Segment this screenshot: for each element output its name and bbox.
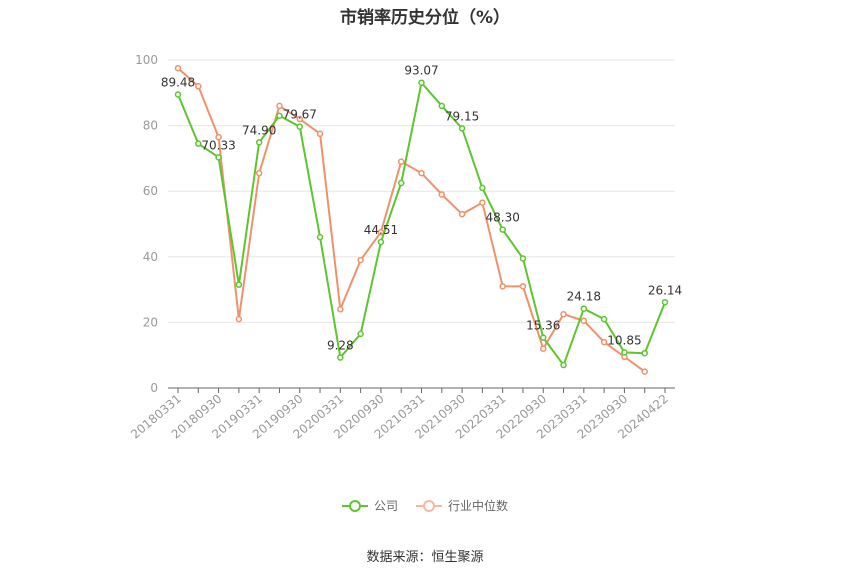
y-tick-label: 40 [143,250,158,264]
data-point-industry [479,199,486,206]
data-point-company [641,349,648,357]
data-labels: 89.48 70.33 74.90 79.67 9.28 44.51 93.07 79.15 4… [161,64,682,353]
data-point-company [174,91,182,98]
data-point-industry [195,82,202,90]
legend: 公司 行业中位数 [0,497,850,514]
data-point-industry [641,368,648,375]
data-label-company: 15.36 [526,319,560,333]
data-point-company [479,184,486,192]
data-point-industry [418,169,425,177]
data-point-company [458,125,466,132]
y-tick-label: 20 [143,315,158,329]
axes: 0204060801002018033120180930201903312019… [128,53,675,442]
data-point-industry [276,102,283,110]
data-point-company [337,354,344,361]
data-point-company [195,140,202,147]
data-point-company [397,179,405,187]
data-point-industry [560,310,567,318]
source-note: 数据来源：恒生聚源 [366,550,484,565]
data-point-industry [600,338,608,346]
legend-item-industry[interactable]: 行业中位数 [416,497,508,514]
data-point-company [215,154,222,161]
legend-label-company: 公司 [373,499,398,513]
data-label-company: 9.28 [327,339,354,353]
data-point-industry [458,210,466,218]
legend-industry-marker-icon [416,499,442,512]
data-point-company [600,315,608,323]
data-point-company [519,255,527,262]
data-point-industry [337,306,344,313]
data-point-company [418,79,425,86]
legend-company-marker-icon [341,499,368,512]
data-point-industry [215,133,222,141]
data-point-industry [519,283,527,290]
data-label-company: 79.15 [445,109,479,123]
series-line-industry [177,67,646,373]
data-point-company [661,299,669,306]
data-point-industry [540,345,547,352]
data-label-company: 74.90 [242,123,276,137]
data-point-company [316,233,324,241]
data-point-industry [174,64,182,72]
y-tick-label: 100 [135,53,158,67]
data-point-company [296,123,303,130]
data-point-company [438,102,446,110]
data-label-company: 10.85 [607,333,641,347]
chart-title: 市销率历史分位（%） [339,8,511,28]
y-tick-label: 60 [143,184,158,198]
data-label-company: 24.18 [567,290,601,304]
data-point-company [621,349,628,356]
data-point-company [276,112,283,120]
data-point-industry [397,158,405,165]
y-tick-label: 0 [150,381,158,395]
data-point-industry [580,317,588,325]
data-label-company: 70.33 [201,138,235,152]
data-point-company [540,334,547,341]
data-point-company [499,226,506,233]
data-point-company [580,305,588,312]
data-point-industry [357,256,364,264]
data-point-company [255,139,263,146]
data-point-industry [499,283,506,290]
data-label-company: 93.07 [404,64,438,78]
data-point-industry [438,191,446,198]
data-label-company: 44.51 [364,223,398,237]
data-label-company: 89.48 [161,76,195,90]
data-point-company [235,281,243,288]
grid-lines [168,59,675,323]
data-point-company [560,361,567,369]
data-label-company: 26.14 [648,283,682,297]
legend-item-company[interactable]: 公司 [341,497,398,514]
data-point-industry [235,315,243,323]
data-point-industry [316,130,324,138]
series-lines [174,64,669,375]
data-point-industry [296,115,303,123]
y-tick-label: 80 [143,119,158,133]
data-point-company [377,238,385,246]
data-point-company [357,330,364,338]
data-label-company: 48.30 [485,211,519,225]
data-point-industry [255,169,263,177]
data-label-company: 79.67 [283,108,317,122]
legend-label-industry: 行业中位数 [448,499,509,513]
